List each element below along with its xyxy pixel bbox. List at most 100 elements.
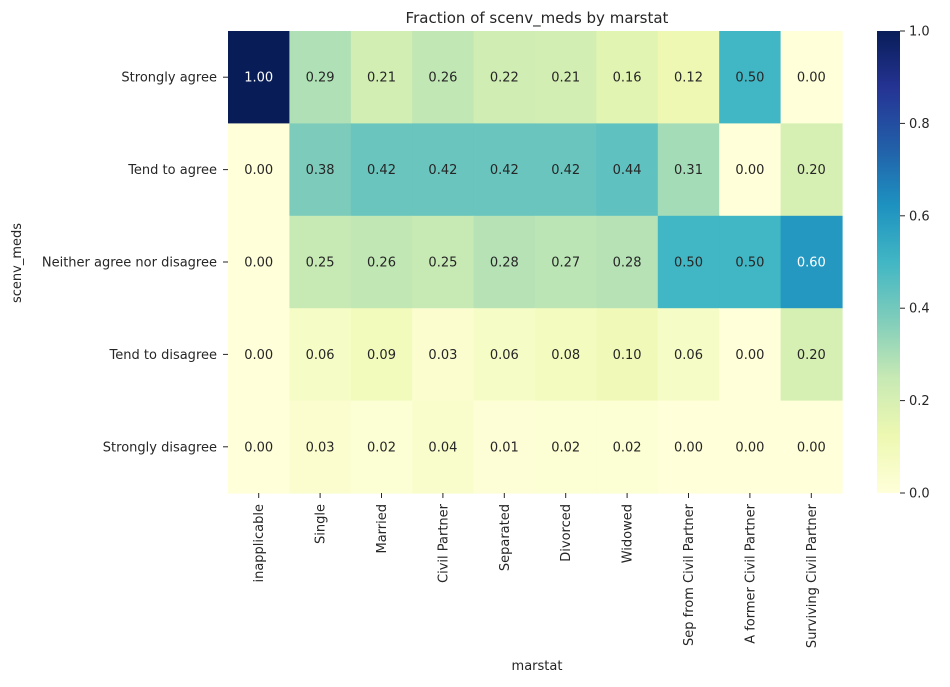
heatmap-cell xyxy=(289,123,352,217)
heatmap-cell xyxy=(780,308,843,402)
y-tick-label: Strongly disagree xyxy=(103,440,217,455)
x-axis-label: marstat xyxy=(512,659,563,674)
x-tick-label: Separated xyxy=(498,504,513,571)
heatmap-cell xyxy=(535,400,597,494)
y-tick-labels: Strongly agree Tend to agree Neither agree… xyxy=(42,71,228,455)
heatmap-cell xyxy=(412,400,475,494)
cell-value-label: 0.06 xyxy=(674,348,703,363)
cell-value-label: 0.12 xyxy=(674,71,703,86)
cell-value-label: 0.03 xyxy=(428,348,457,363)
x-tick-label: inapplicable xyxy=(252,504,267,583)
heatmap-cell xyxy=(780,215,843,309)
cell-value-label: 0.28 xyxy=(490,256,519,271)
colorbar-tick-label: 0.0 xyxy=(909,487,930,502)
heatmap-cell xyxy=(596,215,659,309)
cell-value-label: 0.02 xyxy=(367,440,396,455)
heatmap-cell xyxy=(412,215,475,309)
heatmap-cell xyxy=(412,123,475,217)
colorbar-tick-label: 0.4 xyxy=(909,302,930,317)
heatmap-cell xyxy=(473,31,536,124)
cell-value-label: 0.00 xyxy=(797,71,826,86)
x-tick-label: Widowed xyxy=(621,504,636,563)
cell-value-label: 0.16 xyxy=(613,71,642,86)
heatmap-cell xyxy=(596,31,659,124)
heatmap-cell xyxy=(228,31,290,124)
cell-value-label: 0.00 xyxy=(674,440,703,455)
heatmap-cell xyxy=(535,215,597,309)
heatmap-cell xyxy=(289,308,352,402)
cell-value-label: 0.00 xyxy=(735,163,764,178)
cell-value-label: 0.02 xyxy=(551,440,580,455)
cell-value-label: 0.21 xyxy=(551,71,580,86)
x-tick-label: Single xyxy=(314,504,329,544)
colorbar-tick-label: 1.0 xyxy=(909,25,930,40)
cell-value-label: 0.20 xyxy=(797,348,826,363)
heatmap-cell xyxy=(412,31,475,124)
cell-value-label: 0.00 xyxy=(244,163,273,178)
cell-value-label: 0.00 xyxy=(735,348,764,363)
heatmap-cell xyxy=(719,308,782,402)
cell-value-label: 0.42 xyxy=(428,163,457,178)
cell-value-label: 0.25 xyxy=(428,256,457,271)
heatmap-cell xyxy=(657,31,720,124)
cell-value-label: 0.04 xyxy=(428,440,457,455)
heatmap-cell xyxy=(657,308,720,402)
cell-value-label: 0.02 xyxy=(613,440,642,455)
cell-value-label: 0.31 xyxy=(674,163,703,178)
cell-value-label: 0.38 xyxy=(306,163,335,178)
heatmap-cell xyxy=(228,400,290,494)
cell-value-label: 0.20 xyxy=(797,163,826,178)
heatmap-cell xyxy=(289,31,352,124)
heatmap-cell xyxy=(473,308,536,402)
heatmap-cell xyxy=(780,123,843,217)
cell-value-label: 0.60 xyxy=(797,256,826,271)
cell-value-label: 0.03 xyxy=(306,440,335,455)
cell-value-label: 0.26 xyxy=(428,71,457,86)
y-tick-label: Strongly agree xyxy=(121,71,217,86)
cell-value-label: 0.09 xyxy=(367,348,396,363)
cell-value-label: 0.27 xyxy=(551,256,580,271)
cell-value-label: 0.22 xyxy=(490,71,519,86)
heatmap-cells: 1.00 0.29 0.21 0.26 0.22 0.21 0.16 0.12 0.50 0.00… xyxy=(228,31,843,494)
heatmap-cell xyxy=(228,308,290,402)
heatmap-cell xyxy=(289,400,352,494)
cell-value-label: 0.42 xyxy=(367,163,396,178)
cell-value-label: 0.50 xyxy=(735,71,764,86)
cell-value-label: 0.00 xyxy=(244,440,273,455)
heatmap-cell xyxy=(535,31,597,124)
heatmap-cell xyxy=(473,123,536,217)
y-axis-label: scenv_meds xyxy=(10,223,25,303)
x-tick-label: A former Civil Partner xyxy=(743,503,758,643)
cell-value-label: 0.00 xyxy=(735,440,764,455)
heatmap-cell xyxy=(657,400,720,494)
heatmap-cell xyxy=(596,400,659,494)
x-tick-label: Married xyxy=(375,504,390,554)
cell-value-label: 0.08 xyxy=(551,348,580,363)
heatmap-cell xyxy=(228,123,290,217)
cell-value-label: 0.21 xyxy=(367,71,396,86)
cell-value-label: 0.42 xyxy=(551,163,580,178)
heatmap-cell xyxy=(657,215,720,309)
heatmap-cell xyxy=(657,123,720,217)
cell-value-label: 0.28 xyxy=(613,256,642,271)
cell-value-label: 0.44 xyxy=(613,163,642,178)
heatmap-cell xyxy=(350,123,413,217)
heatmap-cell xyxy=(289,215,352,309)
heatmap-cell xyxy=(719,215,782,309)
cell-value-label: 0.06 xyxy=(490,348,519,363)
heatmap-cell xyxy=(350,31,413,124)
cell-value-label: 0.42 xyxy=(490,163,519,178)
cell-value-label: 0.00 xyxy=(797,440,826,455)
cell-value-label: 0.50 xyxy=(674,256,703,271)
x-tick-label: Surviving Civil Partner xyxy=(805,503,820,648)
cell-value-label: 0.00 xyxy=(244,348,273,363)
heatmap-cell xyxy=(350,308,413,402)
heatmap-cell xyxy=(350,215,413,309)
heatmap-cell xyxy=(719,400,782,494)
colorbar-gradient xyxy=(877,31,900,493)
y-tick-label: Tend to agree xyxy=(127,163,217,178)
heatmap-cell xyxy=(350,400,413,494)
cell-value-label: 1.00 xyxy=(244,71,273,86)
heatmap-cell xyxy=(596,308,659,402)
